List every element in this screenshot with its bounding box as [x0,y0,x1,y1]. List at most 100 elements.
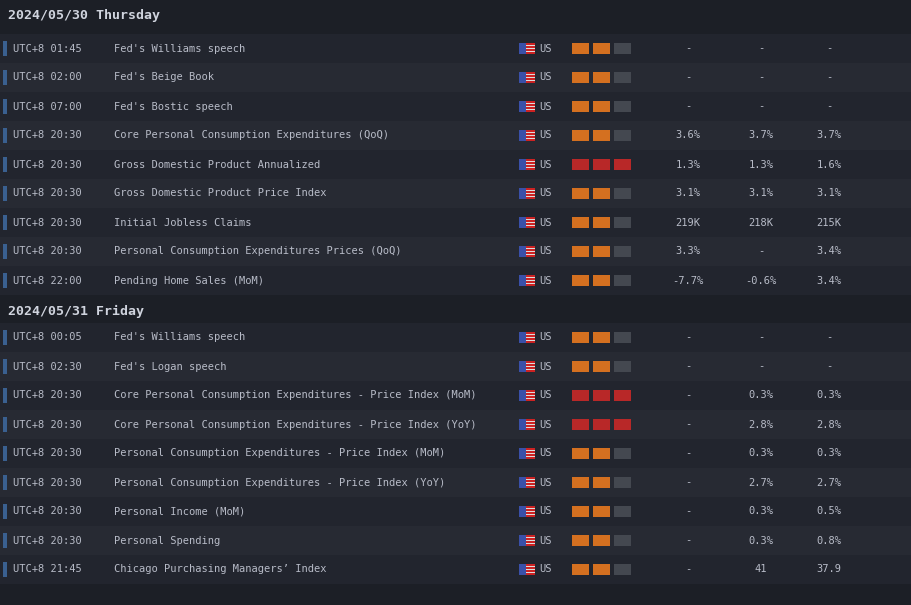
FancyBboxPatch shape [526,193,536,194]
FancyBboxPatch shape [3,244,7,260]
Text: -0.6%: -0.6% [745,275,777,286]
FancyBboxPatch shape [572,188,589,199]
Text: US: US [539,131,552,140]
FancyBboxPatch shape [526,220,536,221]
Text: 2024/05/30 Thursday: 2024/05/30 Thursday [8,10,160,22]
FancyBboxPatch shape [526,109,536,111]
FancyBboxPatch shape [0,323,911,352]
FancyBboxPatch shape [526,538,536,540]
Text: US: US [539,189,552,198]
FancyBboxPatch shape [0,63,911,92]
Text: -: - [685,333,691,342]
FancyBboxPatch shape [526,159,536,160]
FancyBboxPatch shape [526,221,536,223]
FancyBboxPatch shape [526,543,536,545]
FancyBboxPatch shape [572,130,589,141]
FancyBboxPatch shape [0,266,911,295]
FancyBboxPatch shape [526,138,536,139]
Text: -: - [685,448,691,459]
FancyBboxPatch shape [526,247,536,249]
FancyBboxPatch shape [526,246,536,247]
FancyBboxPatch shape [0,208,911,237]
Text: Fed's Beige Book: Fed's Beige Book [114,73,214,82]
FancyBboxPatch shape [519,448,526,459]
FancyBboxPatch shape [526,252,536,254]
FancyBboxPatch shape [526,479,536,480]
FancyBboxPatch shape [526,333,536,335]
FancyBboxPatch shape [572,217,589,228]
FancyBboxPatch shape [526,541,536,543]
Text: -: - [685,390,691,401]
FancyBboxPatch shape [526,567,536,569]
FancyBboxPatch shape [519,159,526,170]
FancyBboxPatch shape [526,103,536,104]
FancyBboxPatch shape [3,41,7,56]
FancyBboxPatch shape [526,78,536,80]
FancyBboxPatch shape [614,332,631,343]
Text: US: US [539,419,552,430]
Text: UTC+8 21:45: UTC+8 21:45 [13,564,81,575]
FancyBboxPatch shape [614,159,631,170]
FancyBboxPatch shape [526,572,536,574]
Text: 2.8%: 2.8% [816,419,842,430]
FancyBboxPatch shape [614,217,631,228]
Text: 1.3%: 1.3% [676,160,701,169]
Text: Pending Home Sales (MoM): Pending Home Sales (MoM) [114,275,264,286]
FancyBboxPatch shape [519,246,526,257]
FancyBboxPatch shape [526,571,536,572]
FancyBboxPatch shape [526,394,536,396]
Text: Fed's Williams speech: Fed's Williams speech [114,44,245,53]
FancyBboxPatch shape [519,390,526,401]
FancyBboxPatch shape [0,92,911,121]
FancyBboxPatch shape [3,99,7,114]
FancyBboxPatch shape [0,150,911,179]
Text: 2.7%: 2.7% [816,477,842,488]
Text: US: US [539,218,552,227]
FancyBboxPatch shape [614,130,631,141]
FancyBboxPatch shape [526,422,536,423]
FancyBboxPatch shape [614,564,631,575]
FancyBboxPatch shape [3,503,7,520]
Text: 0.3%: 0.3% [816,390,842,401]
FancyBboxPatch shape [526,281,536,283]
FancyBboxPatch shape [526,370,536,372]
FancyBboxPatch shape [519,477,526,488]
FancyBboxPatch shape [526,540,536,541]
Text: Core Personal Consumption Expenditures - Price Index (MoM): Core Personal Consumption Expenditures -… [114,390,476,401]
FancyBboxPatch shape [526,133,536,135]
Text: Initial Jobless Claims: Initial Jobless Claims [114,218,251,227]
FancyBboxPatch shape [519,101,526,112]
FancyBboxPatch shape [526,249,536,250]
FancyBboxPatch shape [526,535,536,537]
FancyBboxPatch shape [526,335,536,337]
FancyBboxPatch shape [614,535,631,546]
FancyBboxPatch shape [3,330,7,345]
Text: Personal Spending: Personal Spending [114,535,220,546]
Text: -: - [685,44,691,53]
FancyBboxPatch shape [3,561,7,578]
FancyBboxPatch shape [572,535,589,546]
FancyBboxPatch shape [526,456,536,457]
Text: UTC+8 01:45: UTC+8 01:45 [13,44,81,53]
FancyBboxPatch shape [526,569,536,571]
FancyBboxPatch shape [519,188,526,199]
FancyBboxPatch shape [526,283,536,284]
FancyBboxPatch shape [526,191,536,193]
Text: 37.9: 37.9 [816,564,842,575]
FancyBboxPatch shape [526,340,536,341]
FancyBboxPatch shape [3,157,7,172]
FancyBboxPatch shape [526,485,536,486]
Text: UTC+8 20:30: UTC+8 20:30 [13,131,81,140]
Text: 1.3%: 1.3% [749,160,773,169]
FancyBboxPatch shape [526,425,536,427]
FancyBboxPatch shape [519,217,526,228]
Text: 1.6%: 1.6% [816,160,842,169]
FancyBboxPatch shape [572,564,589,575]
Text: -: - [758,333,764,342]
Text: UTC+8 20:30: UTC+8 20:30 [13,419,81,430]
FancyBboxPatch shape [593,506,610,517]
Text: UTC+8 07:00: UTC+8 07:00 [13,102,81,111]
Text: UTC+8 22:00: UTC+8 22:00 [13,275,81,286]
Text: 0.3%: 0.3% [749,390,773,401]
Text: 0.3%: 0.3% [749,448,773,459]
